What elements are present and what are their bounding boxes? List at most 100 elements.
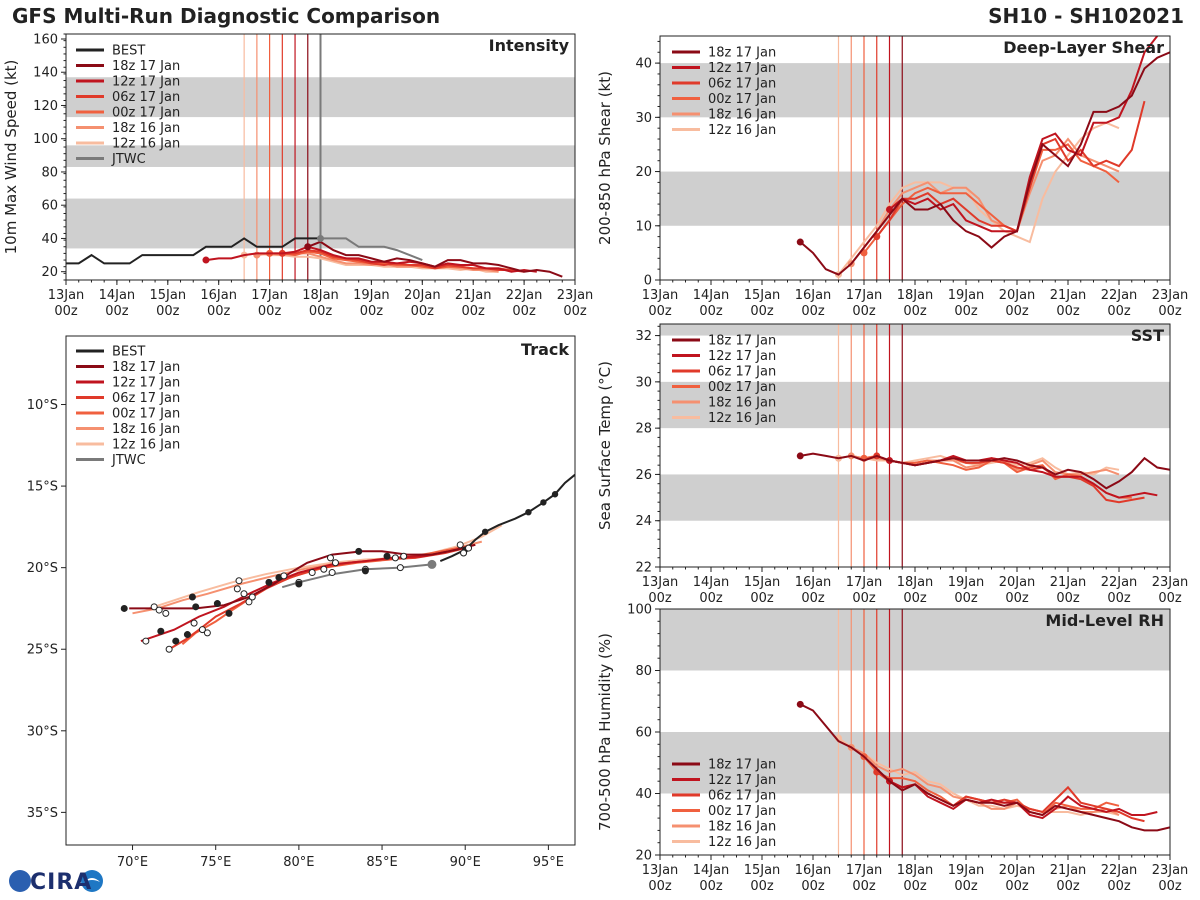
x-tick-label: 20Jan: [999, 863, 1036, 878]
run-line: [799, 51, 1170, 276]
jtwc-track-marker: [328, 569, 336, 577]
shear-title: Deep-Layer Shear: [1003, 38, 1164, 57]
x-tick-label: 18Jan: [897, 288, 934, 303]
run-filled-marker: [383, 552, 391, 560]
x-tick-sublabel: 00z: [1107, 879, 1131, 894]
x-tick-sublabel: 00z: [1107, 304, 1131, 319]
shaded-band: [660, 474, 1170, 521]
storm-id-title: SH10 - SH102021: [988, 4, 1184, 28]
y-tick-label: 80: [41, 165, 58, 180]
run-filled-marker: [192, 603, 200, 611]
run-open-marker: [150, 603, 158, 611]
y-tick-label: 0: [644, 274, 652, 289]
legend-label: 00z 17 Jan: [708, 92, 776, 107]
x-tick-label: 15Jan: [744, 575, 781, 590]
run-line: [799, 703, 1170, 832]
x-tick-label: 95°E: [533, 855, 564, 870]
jtwc-track-marker: [427, 559, 437, 569]
x-tick-sublabel: 00z: [1158, 879, 1182, 894]
x-tick-sublabel: 00z: [105, 304, 129, 319]
x-tick-label: 80°E: [283, 855, 314, 870]
legend-label: 12z 16 Jan: [112, 438, 180, 453]
x-tick-label: 23Jan: [1152, 863, 1189, 878]
y-tick-label: 24: [635, 514, 652, 529]
intensity-title: Intensity: [489, 36, 570, 55]
run-line: [837, 737, 1120, 817]
x-tick-sublabel: 00z: [648, 304, 672, 319]
legend-label: 12z 17 Jan: [708, 61, 776, 76]
sst-ylabel: Sea Surface Temp (°C): [596, 361, 614, 530]
y-tick-label: 30: [635, 375, 652, 390]
run-filled-marker: [355, 547, 363, 555]
run-open-marker: [203, 629, 211, 637]
run-open-marker: [155, 606, 163, 614]
run-open-marker: [245, 598, 253, 606]
logo-satellite-icon: [81, 870, 103, 892]
x-tick-label: 13Jan: [642, 863, 679, 878]
legend-label: 18z 16 Jan: [708, 820, 776, 835]
x-tick-label: 17Jan: [846, 575, 883, 590]
x-tick-label: 16Jan: [795, 288, 832, 303]
legend-label: 18z 16 Jan: [112, 422, 180, 437]
intensity-series: [66, 234, 563, 278]
y-tick-label: 60: [635, 726, 652, 741]
y-tick-label: 20: [635, 849, 652, 864]
legend-label: 18z 16 Jan: [708, 396, 776, 411]
cira-logo: CIRA: [6, 866, 106, 896]
legend-label: 12z 16 Jan: [708, 123, 776, 138]
x-tick-label: 23Jan: [1152, 575, 1189, 590]
run-filled-marker: [172, 637, 180, 645]
legend-label: 06z 17 Jan: [708, 789, 776, 804]
y-tick-label: 20: [635, 165, 652, 180]
run-open-marker: [248, 593, 256, 601]
x-tick-label: 14Jan: [693, 575, 730, 590]
run-line: [876, 100, 1146, 238]
shaded-band: [660, 609, 1170, 671]
y-tick-label: 80: [635, 664, 652, 679]
jtwc-forecast-line: [320, 237, 423, 262]
run-filled-marker: [183, 631, 191, 639]
shear-series: [796, 36, 1170, 279]
x-tick-sublabel: 00z: [852, 879, 876, 894]
x-tick-label: 14Jan: [693, 863, 730, 878]
x-tick-sublabel: 00z: [699, 304, 723, 319]
legend-label: 06z 17 Jan: [708, 77, 776, 92]
track-title: Track: [521, 340, 569, 359]
run-track-line: [168, 545, 473, 651]
y-tick-label: 20: [41, 265, 58, 280]
shear-ylabel: 200-850 hPa Shear (kt): [596, 71, 614, 245]
x-tick-label: 19Jan: [948, 288, 985, 303]
legend-label: 00z 17 Jan: [708, 804, 776, 819]
legend-label: 18z 17 Jan: [708, 46, 776, 61]
rh-title: Mid-Level RH: [1045, 611, 1164, 630]
run-filled-marker: [120, 604, 128, 612]
y-tick-label: 10: [635, 219, 652, 234]
y-tick-label: 160: [33, 32, 58, 47]
x-tick-sublabel: 00z: [1056, 591, 1080, 606]
x-tick-sublabel: 00z: [750, 879, 774, 894]
y-tick-label: 100: [33, 132, 58, 147]
x-tick-label: 23Jan: [557, 288, 594, 303]
y-tick-label: 15°S: [27, 480, 58, 495]
run-track-line: [140, 543, 476, 643]
legend-label: 12z 16 Jan: [708, 411, 776, 426]
x-tick-sublabel: 00z: [1005, 304, 1029, 319]
run-open-marker: [162, 609, 170, 617]
run-open-marker: [465, 544, 473, 552]
x-tick-label: 15Jan: [744, 288, 781, 303]
run-open-marker: [460, 549, 468, 557]
x-tick-sublabel: 00z: [954, 304, 978, 319]
x-tick-sublabel: 00z: [462, 304, 486, 319]
x-tick-sublabel: 00z: [699, 879, 723, 894]
run-open-marker: [280, 572, 288, 580]
run-init-marker: [796, 238, 804, 246]
x-tick-label: 21Jan: [455, 288, 492, 303]
x-tick-label: 18Jan: [302, 288, 339, 303]
sst-title: SST: [1131, 326, 1164, 345]
legend-label: 18z 17 Jan: [112, 59, 180, 74]
run-open-marker: [198, 626, 206, 634]
x-tick-sublabel: 00z: [903, 879, 927, 894]
legend-label: 18z 16 Jan: [112, 121, 180, 136]
x-tick-sublabel: 00z: [1056, 879, 1080, 894]
run-track-line: [129, 543, 476, 610]
